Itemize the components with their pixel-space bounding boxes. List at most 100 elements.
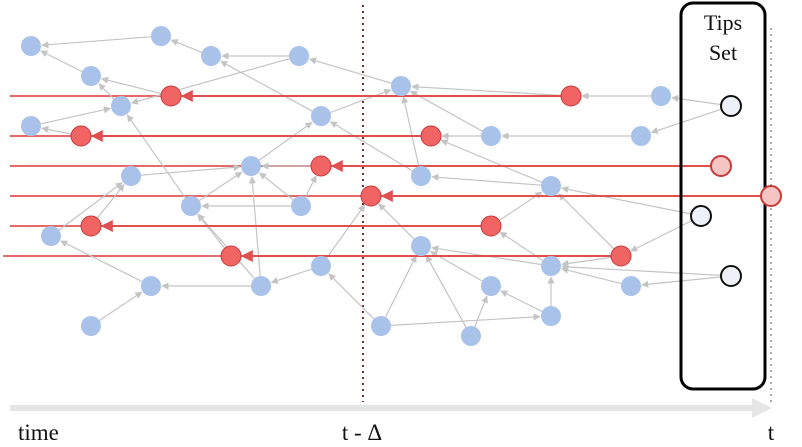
blue-node bbox=[311, 256, 331, 276]
time-label: time bbox=[18, 420, 59, 445]
blue-node bbox=[121, 166, 141, 186]
blue-node bbox=[151, 26, 171, 46]
blue-node bbox=[289, 46, 309, 66]
edge-i-h bbox=[330, 88, 392, 114]
edge-T3-R10 bbox=[630, 219, 693, 252]
edge-x-q bbox=[197, 213, 255, 279]
edge-ad-y bbox=[500, 290, 543, 313]
blue-node bbox=[481, 276, 501, 296]
blue-node bbox=[21, 116, 41, 136]
blue-node bbox=[391, 76, 411, 96]
edge-o-h bbox=[401, 95, 420, 167]
edge-ab-ad bbox=[390, 313, 541, 326]
red-node bbox=[610, 245, 632, 267]
edge-q-m bbox=[198, 171, 243, 201]
blue-node bbox=[541, 306, 561, 326]
blue-node bbox=[81, 316, 101, 336]
blue-node bbox=[241, 156, 261, 176]
edge-T3-p bbox=[561, 185, 692, 215]
blue-node bbox=[181, 196, 201, 216]
edge-e-f bbox=[130, 58, 290, 105]
edge-v-R6 bbox=[326, 204, 366, 259]
edge-R3-g bbox=[41, 125, 72, 135]
blue-node bbox=[371, 316, 391, 336]
t-minus-delta-label: t - Δ bbox=[342, 420, 382, 445]
red-node bbox=[480, 215, 502, 237]
red-node bbox=[70, 125, 92, 147]
red-node bbox=[560, 85, 582, 107]
edge-g-f bbox=[40, 106, 112, 125]
edge-R7-n bbox=[96, 184, 125, 219]
edge-T1-k bbox=[650, 108, 722, 134]
tip-node bbox=[720, 95, 742, 117]
edge-r-m bbox=[259, 172, 294, 201]
blue-node bbox=[41, 226, 61, 246]
red-edges bbox=[90, 90, 761, 262]
blue-node bbox=[111, 96, 131, 116]
blue-node bbox=[21, 36, 41, 56]
edge-i-d bbox=[220, 60, 313, 112]
red-node bbox=[420, 125, 442, 147]
nodes bbox=[21, 26, 671, 346]
red-tip-node bbox=[760, 185, 782, 207]
blue-node bbox=[141, 276, 161, 296]
edge-m-i bbox=[258, 121, 313, 161]
edge-ab-v bbox=[328, 273, 375, 320]
edge-ac-y bbox=[474, 295, 488, 327]
tips-set-label-line2: Set bbox=[709, 40, 737, 65]
edge-p-o bbox=[431, 173, 542, 186]
red-node bbox=[160, 85, 182, 107]
edge-T4-u bbox=[561, 263, 722, 276]
edge-R9-q bbox=[197, 214, 226, 249]
blue-node bbox=[631, 126, 651, 146]
edge-v-x bbox=[270, 268, 312, 284]
red-node bbox=[360, 185, 382, 207]
blue-node bbox=[411, 166, 431, 186]
blue-node bbox=[311, 106, 331, 126]
blue-node bbox=[541, 256, 561, 276]
blue-node bbox=[201, 46, 221, 66]
edge-b-a bbox=[41, 36, 152, 49]
edge-h-e bbox=[308, 57, 392, 84]
red-tip-node bbox=[710, 155, 732, 177]
blue-node bbox=[621, 276, 641, 296]
edge-ab-t bbox=[384, 255, 417, 318]
blue-node bbox=[461, 326, 481, 346]
edge-t-R6 bbox=[378, 203, 415, 240]
edge-r-R5 bbox=[304, 175, 317, 198]
blue-node bbox=[411, 236, 431, 256]
edge-f-c bbox=[98, 83, 115, 100]
edge-T1-j bbox=[671, 94, 722, 106]
red-lines bbox=[3, 95, 771, 257]
time-axis bbox=[10, 398, 772, 418]
blue-node bbox=[651, 86, 671, 106]
edge-q-f bbox=[126, 114, 186, 199]
edge-R10-u bbox=[561, 256, 612, 268]
edge-ac-t bbox=[425, 254, 467, 328]
edge-R2-h bbox=[411, 83, 562, 96]
edge-d-b bbox=[170, 39, 202, 53]
blue-node bbox=[81, 66, 101, 86]
edge-aa-w bbox=[98, 291, 143, 321]
edge-R1-c bbox=[101, 76, 162, 95]
tip-nodes bbox=[690, 95, 782, 287]
blue-node bbox=[291, 196, 311, 216]
tips-set-label-line1: Tips bbox=[704, 10, 742, 35]
edge-o-i bbox=[329, 121, 413, 172]
red-node bbox=[220, 245, 242, 267]
edge-w-s bbox=[60, 240, 143, 283]
edge-s-n bbox=[58, 182, 123, 231]
t-label: t bbox=[768, 420, 775, 445]
blue-node bbox=[251, 276, 271, 296]
tip-node bbox=[720, 265, 742, 287]
edge-l-h bbox=[409, 90, 483, 132]
red-node bbox=[80, 215, 102, 237]
edge-p-R4 bbox=[440, 139, 543, 183]
red-node bbox=[310, 155, 332, 177]
edge-n-m bbox=[140, 163, 241, 176]
blue-node bbox=[481, 126, 501, 146]
edge-z-u bbox=[561, 266, 622, 285]
edge-R10-p bbox=[558, 193, 615, 250]
tip-node bbox=[690, 205, 712, 227]
